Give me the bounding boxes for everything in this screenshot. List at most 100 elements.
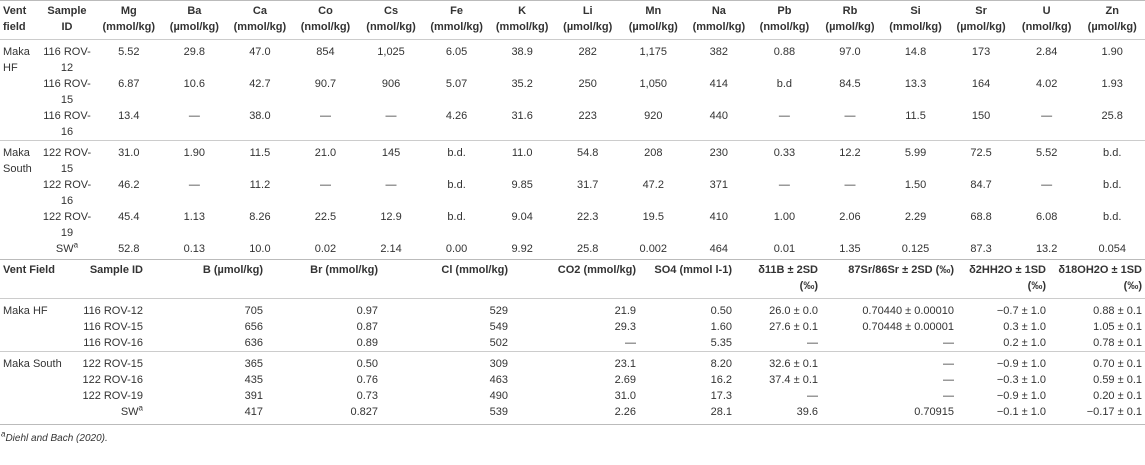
cell: — [807,390,818,402]
cell: 906 [381,78,401,90]
cell: 21.0 [314,147,337,159]
cell: — [188,179,200,191]
cell: 414 [709,78,729,90]
cell: 223 [578,110,597,122]
cell: 0.97 [356,305,378,317]
cell: 25.8 [1101,110,1123,122]
cell: 38.9 [511,46,533,58]
cell: 5.07 [445,78,468,90]
cell: 309 [489,358,508,370]
cell: — [319,110,331,122]
cell: 5.99 [904,147,927,159]
cell: 1.90 [183,147,206,159]
cell: 32.6 ± 0.1 [769,358,818,370]
cell: 0.01 [773,243,796,255]
cell: 52.8 [118,243,140,255]
column-header: CO2 (mmol/kg) [557,264,636,276]
column-header: Vent Field [3,264,55,276]
column-header: Mn (µmol/kg) [628,5,678,33]
cell: 2.06 [839,211,861,223]
sample-text: 122 ROV-15 [42,147,92,175]
cell: 0.00 [445,243,468,255]
sample-text: 116 ROV-12 [83,305,143,317]
cell: b.d. [1103,147,1122,159]
cell: 208 [644,147,663,159]
column-header: Li (µmol/kg) [563,5,613,33]
cell: 9.92 [511,243,533,255]
column-header: Co (nmol/kg) [300,5,351,33]
sample-text: 122 ROV-16 [82,374,143,386]
sample-id: SWa [38,241,96,257]
cell: 435 [244,374,263,386]
sample-id: 116 ROV-16 [78,335,146,352]
cell: — [943,358,954,370]
sample-text: 116 ROV-16 [43,110,91,138]
cell: — [778,110,790,122]
sample-id: 116 ROV-16 [38,108,96,141]
sample-text: 122 ROV-19 [82,390,143,402]
cell: 38.0 [249,110,271,122]
cell: 0.73 [356,390,378,402]
cell: 0.50 [356,358,378,370]
cell: 464 [709,243,729,255]
sample-id: 122 ROV-15 [78,352,146,373]
column-header: δ18OH2O ± 1SD (‰) [1058,264,1142,292]
column-header: Si (mmol/kg) [889,5,942,33]
table-row: 116 ROV-16 636 0.89 502 — 5.35 — — 0.2 ± 1.0 0.78… [0,335,1145,352]
table-row: 116 ROV-15 656 0.87 549 29.3 1.60 27.6 ± 0.1 0.… [0,319,1145,335]
cell: −0.1 ± 1.0 [996,406,1046,418]
column-header: B (µmol/kg) [202,264,263,276]
cell: b.d. [447,179,466,191]
cell: 656 [244,321,263,333]
table-row: 116 ROV-15 6.87 10.6 42.7 90.7 906 5.07 35.2 250… [0,76,1145,108]
sample-id: 116 ROV-12 [78,299,146,320]
sample-text: SW [55,243,74,255]
cell: b.d. [1103,179,1122,191]
cell: 529 [489,305,508,317]
cell: 0.76 [356,374,378,386]
table-row: Maka HF 116 ROV-12 5.52 29.8 47.0 854 1,025 6.0… [0,40,1145,77]
cell: 23.1 [614,358,636,370]
cell: 2.69 [614,374,636,386]
cell: 1,025 [377,46,405,58]
table-row: SWa 52.8 0.13 10.0 0.02 2.14 0.00 9.92 25.8 0.002… [0,241,1145,257]
cell: — [625,337,636,349]
cell: — [385,110,397,122]
cell: 35.2 [511,78,533,90]
footnote: aDiehl and Bach (2020). [0,430,1145,444]
cell: 11.5 [905,110,926,122]
cell: 705 [244,305,263,317]
cell: 16.2 [710,374,732,386]
cell: 920 [644,110,663,122]
column-header: Cs (nmol/kg) [366,5,416,33]
cell: 1.93 [1101,78,1123,90]
cell: 365 [244,358,263,370]
column-header: K (mmol/kg) [495,5,549,33]
cell: 549 [489,321,508,333]
vent-field: Maka HF [3,305,48,317]
note-mark: a [73,240,79,250]
cell: 31.0 [118,147,140,159]
cell: −0.9 ± 1.0 [996,358,1046,370]
cell: 27.6 ± 0.1 [769,321,818,333]
cell: 1.00 [773,211,796,223]
column-header: Sample ID [89,264,143,276]
cell: 31.0 [614,390,636,402]
sample-id: 122 ROV-19 [78,388,146,404]
cell: 21.9 [614,305,636,317]
cell: 54.8 [577,147,599,159]
cell: — [943,390,954,402]
cell: 0.59 ± 0.1 [1093,374,1142,386]
column-header: SO4 (mmol l-1) [654,264,732,276]
table-body: Maka HF 116 ROV-12 705 0.97 529 21.9 0.50 26.0 … [0,299,1145,425]
cell: 26.0 ± 0.0 [769,305,818,317]
cell: 22.3 [577,211,599,223]
cell: 417 [244,406,263,418]
cell: — [807,337,818,349]
cell: 47.0 [249,46,271,58]
cell: — [844,110,856,122]
cell: 42.7 [249,78,271,90]
cell: 4.26 [445,110,468,122]
cell: 230 [709,147,729,159]
cell: 463 [489,374,508,386]
